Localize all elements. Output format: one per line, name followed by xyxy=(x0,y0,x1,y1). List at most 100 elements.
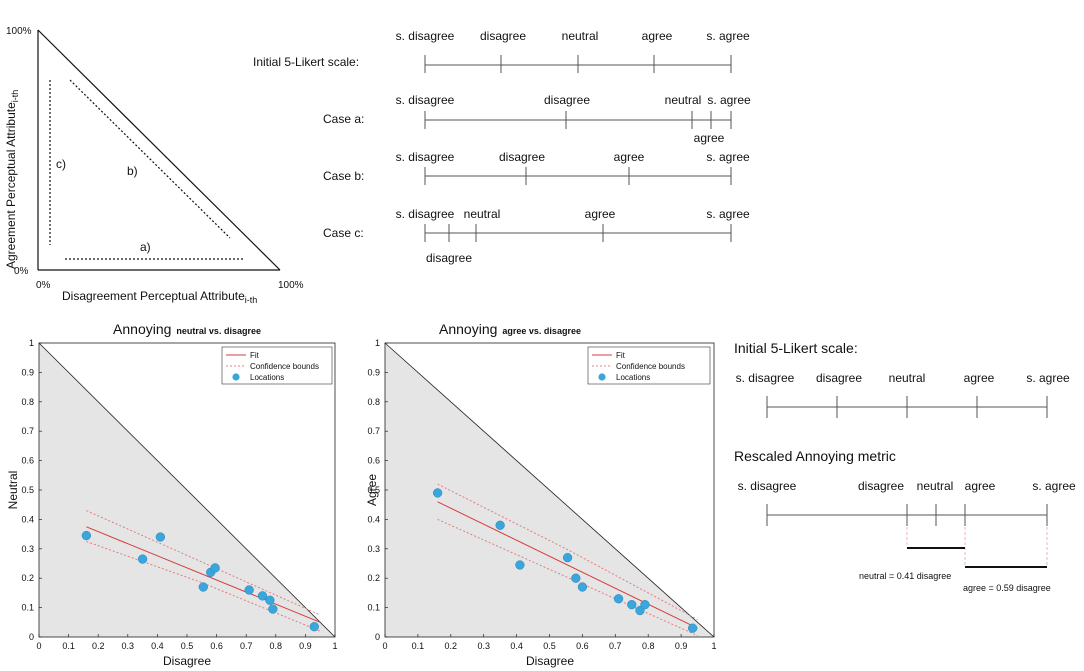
rescale-rescaled-label-4: agree xyxy=(965,479,996,493)
chart-1-x-tick-labels: 0 0.1 0.2 0.3 0.4 0.5 0.6 0.7 0.8 0.9 1 xyxy=(36,641,337,651)
chart-1-upper-bound xyxy=(86,510,321,616)
chart-2-legend-locations: Locations xyxy=(616,373,650,382)
diagram-x-label-sub: i-th xyxy=(245,295,258,305)
chart-2-location-point xyxy=(432,488,443,498)
diagram-label-c: c) xyxy=(56,157,66,171)
chart-1-y-tick-label: 0 xyxy=(29,632,34,642)
chart-1-x-tick-label: 0.8 xyxy=(270,641,283,651)
chart-1-y-tick-labels: 0 0.1 0.2 0.3 0.4 0.5 0.6 0.7 0.8 0.9 1 xyxy=(21,338,34,642)
chart-2-location-point xyxy=(515,560,525,570)
diagram-x-label: Disagreement Perceptual Attributei-th xyxy=(62,289,257,305)
scale-case-a-label-4: agree xyxy=(694,131,725,145)
chart-2-location-point xyxy=(571,573,581,583)
diagram-label-b: b) xyxy=(127,164,138,178)
chart-1-lower-bound xyxy=(86,541,321,632)
chart-2-y-tick-label: 0.7 xyxy=(367,426,380,436)
chart-1-location-point xyxy=(265,595,275,605)
chart-1-location-point xyxy=(198,582,208,592)
scale-case-c-label: Case c: xyxy=(323,226,364,240)
chart-2-y-tick-label: 0 xyxy=(375,632,380,642)
chart-2-y-tick-label: 0.5 xyxy=(367,485,380,495)
chart-2-y-tick-label: 0.2 xyxy=(367,573,380,583)
rescale-note-neutral: neutral = 0.41 disagree xyxy=(859,571,951,581)
chart-2-location-point xyxy=(627,600,637,610)
scale-initial-label-3: neutral xyxy=(562,29,599,43)
chart-2-x-tick-label: 0.6 xyxy=(576,641,589,651)
scale-case-a-label-5: s. agree xyxy=(707,93,751,107)
scale-case-c-label-3: neutral xyxy=(464,207,501,221)
chart-1-location-point xyxy=(244,585,254,595)
chart-1-x-tick-label: 1 xyxy=(332,641,337,651)
chart-1-legend-locations-swatch xyxy=(232,373,240,381)
chart-2-x-tick-label: 0.5 xyxy=(543,641,556,651)
chart-2-x-tick-label: 0 xyxy=(382,641,387,651)
chart-1-legend-locations: Locations xyxy=(250,373,284,382)
diagram-tick-origin-x: 0% xyxy=(36,280,51,291)
diagram-y-label-sub: i-th xyxy=(10,90,20,103)
chart-2: 0 0.1 0.2 0.3 0.4 0.5 0.6 0.7 0.8 0.9 1 … xyxy=(365,321,717,668)
chart-1-location-point xyxy=(81,530,92,541)
scale-initial-label-2: disagree xyxy=(480,29,526,43)
rescale-initial-label-3: neutral xyxy=(889,371,926,385)
rescale-rescaled-label-3: neutral xyxy=(917,479,954,493)
diagram-y-label-text: Agreement Perceptual Attribute xyxy=(4,102,18,269)
chart-1-y-tick-label: 0.8 xyxy=(21,397,34,407)
scale-case-c-label-1: s. disagree xyxy=(396,207,455,221)
chart-2-ticks xyxy=(384,342,715,638)
chart-1-legend: Fit Confidence bounds Locations xyxy=(221,346,333,385)
chart-1-location-point xyxy=(210,563,220,573)
rescale-rescaled-label-2: disagree xyxy=(858,479,904,493)
chart-2-x-tick-label: 0.8 xyxy=(642,641,655,651)
scale-case-a-label: Case a: xyxy=(323,112,364,126)
chart-2-legend: Fit Confidence bounds Locations xyxy=(587,346,711,385)
chart-2-x-tick-label: 0.9 xyxy=(675,641,688,651)
concept-diagram: 100% 0% 0% 100% c) b) a) Agreement Perce… xyxy=(4,26,304,305)
scale-case-a-label-1: s. disagree xyxy=(396,93,455,107)
scale-case-b-label-4: s. agree xyxy=(706,150,750,164)
chart-2-x-tick-labels: 0 0.1 0.2 0.3 0.4 0.5 0.6 0.7 0.8 0.9 1 xyxy=(382,641,716,651)
chart-1-y-tick-label: 0.7 xyxy=(21,426,34,436)
chart-1-title-sub: neutral vs. disagree xyxy=(176,326,261,336)
chart-1-x-tick-label: 0.6 xyxy=(210,641,223,651)
svg-text:Agreement Perceptual Attribut: Agreement Perceptual Attributei-th xyxy=(4,90,20,269)
chart-2-x-label: Disagree xyxy=(526,654,574,668)
rescale-initial-label-1: s. disagree xyxy=(736,371,795,385)
chart-1-x-tick-label: 0.9 xyxy=(299,641,312,651)
scale-case-b-label: Case b: xyxy=(323,169,364,183)
chart-2-y-tick-label: 0.8 xyxy=(367,397,380,407)
chart-1-x-tick-label: 0.1 xyxy=(62,641,75,651)
rescale-initial-label-4: agree xyxy=(964,371,995,385)
rescale-note-agree: agree = 0.59 disagree xyxy=(963,583,1051,593)
chart-1-x-tick-label: 0.3 xyxy=(122,641,135,651)
chart-1-location-point xyxy=(155,532,166,542)
scale-case-a-label-2: disagree xyxy=(544,93,590,107)
chart-2-diagonal xyxy=(384,342,715,638)
chart-2-x-tick-label: 0.1 xyxy=(412,641,425,651)
diagram-x-label-text: Disagreement Perceptual Attribute xyxy=(62,289,245,303)
chart-1-x-tick-label: 0.4 xyxy=(151,641,164,651)
chart-1-title-main: Annoying xyxy=(113,321,171,337)
chart-2-legend-fit: Fit xyxy=(616,351,626,360)
chart-1-x-label: Disagree xyxy=(163,654,211,668)
diagram-label-a: a) xyxy=(140,240,151,254)
chart-1-location-point xyxy=(268,604,278,614)
chart-1-y-tick-label: 0.2 xyxy=(21,573,34,583)
scale-case-b-label-2: disagree xyxy=(499,150,545,164)
scale-initial-label-5: s. agree xyxy=(706,29,750,43)
chart-1-y-tick-label: 0.4 xyxy=(21,514,34,524)
diagram-tick-right: 100% xyxy=(278,280,304,291)
chart-2-legend-bounds: Confidence bounds xyxy=(616,362,685,371)
chart-1-plot-area xyxy=(81,510,321,632)
chart-1-legend-box xyxy=(221,346,333,385)
diagram-tick-top: 100% xyxy=(6,26,32,37)
chart-2-y-label: Agree xyxy=(365,474,379,506)
chart-1-x-tick-label: 0 xyxy=(36,641,41,651)
chart-2-x-tick-label: 0.7 xyxy=(609,641,622,651)
chart-2-x-tick-label: 0.2 xyxy=(445,641,458,651)
chart-1-diagonal xyxy=(38,342,336,638)
chart-1-y-tick-label: 0.5 xyxy=(21,485,34,495)
chart-2-title-main: Annoying xyxy=(439,321,497,337)
scale-initial-label-4: agree xyxy=(642,29,673,43)
chart-2-legend-locations-swatch xyxy=(598,373,606,381)
rescale-initial-label-2: disagree xyxy=(816,371,862,385)
